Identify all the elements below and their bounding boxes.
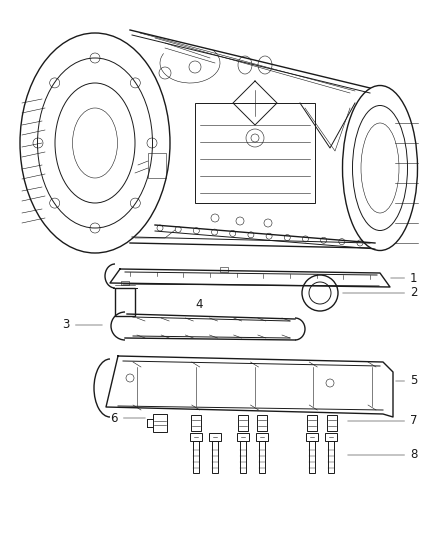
Text: 3: 3 xyxy=(63,319,102,332)
Bar xyxy=(309,441,315,473)
Bar xyxy=(195,103,315,203)
Text: 7: 7 xyxy=(348,415,417,427)
Bar xyxy=(193,441,199,473)
Text: 8: 8 xyxy=(348,448,417,462)
Bar xyxy=(307,415,317,431)
Text: 6: 6 xyxy=(110,411,145,424)
Bar xyxy=(148,153,166,178)
Bar xyxy=(240,441,246,473)
Text: 2: 2 xyxy=(343,287,417,300)
Bar xyxy=(209,433,221,441)
Bar xyxy=(220,267,228,272)
Bar xyxy=(190,433,202,441)
Text: 4: 4 xyxy=(195,298,202,311)
Text: 1: 1 xyxy=(391,271,417,285)
Bar xyxy=(237,433,249,441)
Bar xyxy=(212,441,218,473)
Bar xyxy=(257,415,267,431)
Bar xyxy=(115,288,135,316)
Bar xyxy=(259,441,265,473)
Bar xyxy=(191,415,201,431)
Bar xyxy=(325,433,337,441)
Bar xyxy=(306,433,318,441)
Bar xyxy=(121,281,129,285)
Bar xyxy=(153,414,167,432)
Text: 5: 5 xyxy=(396,375,417,387)
Bar xyxy=(327,415,337,431)
Bar xyxy=(238,415,248,431)
Bar xyxy=(256,433,268,441)
Bar xyxy=(328,441,334,473)
